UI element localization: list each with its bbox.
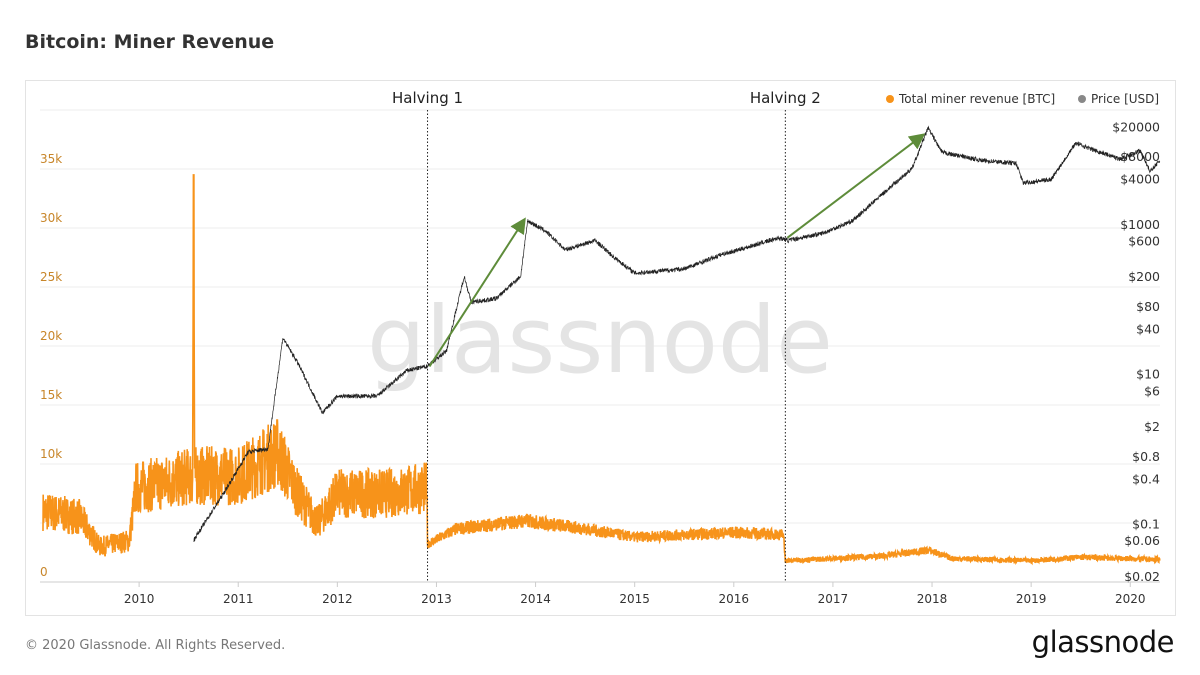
right-tick-label: $600: [1128, 233, 1160, 248]
x-tick-label: 2019: [1016, 592, 1047, 606]
halving-label: Halving 2: [750, 89, 821, 107]
left-tick-label: 35k: [40, 152, 62, 166]
copyright: © 2020 Glassnode. All Rights Reserved.: [25, 638, 286, 653]
right-tick-label: $0.8: [1132, 449, 1160, 464]
miner-revenue-line: [42, 174, 1161, 566]
x-tick-label: 2012: [322, 592, 353, 606]
right-tick-label: $20000: [1112, 119, 1160, 134]
left-tick-label: 20k: [40, 329, 62, 343]
right-tick-label: $0.06: [1124, 533, 1160, 548]
right-tick-label: $0.02: [1124, 569, 1160, 584]
x-tick-label: 2016: [719, 592, 750, 606]
legend-revenue-label: Total miner revenue [BTC]: [898, 92, 1055, 106]
x-tick-label: 2014: [520, 592, 551, 606]
trend-arrow: [428, 217, 526, 367]
left-tick-label: 10k: [40, 447, 62, 461]
brand-logo: glassnode: [1031, 625, 1175, 659]
x-tick-label: 2015: [619, 592, 650, 606]
left-tick-label: 25k: [40, 270, 62, 284]
left-tick-label: 15k: [40, 388, 62, 402]
right-tick-label: $200: [1128, 269, 1160, 284]
left-tick-label: 0: [40, 565, 48, 579]
halving-label: Halving 1: [392, 89, 463, 107]
right-tick-label: $10: [1136, 367, 1160, 382]
right-tick-label: $80: [1136, 299, 1160, 314]
x-tick-label: 2010: [124, 592, 155, 606]
x-tick-label: 2011: [223, 592, 254, 606]
right-tick-label: $8000: [1120, 149, 1160, 164]
legend-price-label: Price [USD]: [1091, 92, 1159, 106]
chart-frame: [25, 80, 1176, 616]
watermark: glassnode: [367, 287, 833, 394]
price-line: [193, 125, 1161, 543]
right-tick-label: $0.1: [1132, 517, 1160, 532]
legend-revenue-marker: [886, 95, 894, 103]
legend-price-marker: [1078, 95, 1086, 103]
x-tick-label: 2013: [421, 592, 452, 606]
right-tick-label: $4000: [1120, 172, 1160, 187]
x-tick-label: 2020: [1115, 592, 1146, 606]
right-tick-label: $2: [1144, 419, 1160, 434]
chart-title: Bitcoin: Miner Revenue: [25, 31, 275, 53]
right-tick-label: $6: [1144, 383, 1160, 398]
right-tick-label: $40: [1136, 322, 1160, 337]
right-tick-label: $0.4: [1132, 471, 1160, 486]
left-tick-label: 30k: [40, 211, 62, 225]
trend-arrow: [786, 133, 926, 239]
x-tick-label: 2018: [917, 592, 948, 606]
right-tick-label: $1000: [1120, 217, 1160, 232]
x-tick-label: 2017: [818, 592, 849, 606]
